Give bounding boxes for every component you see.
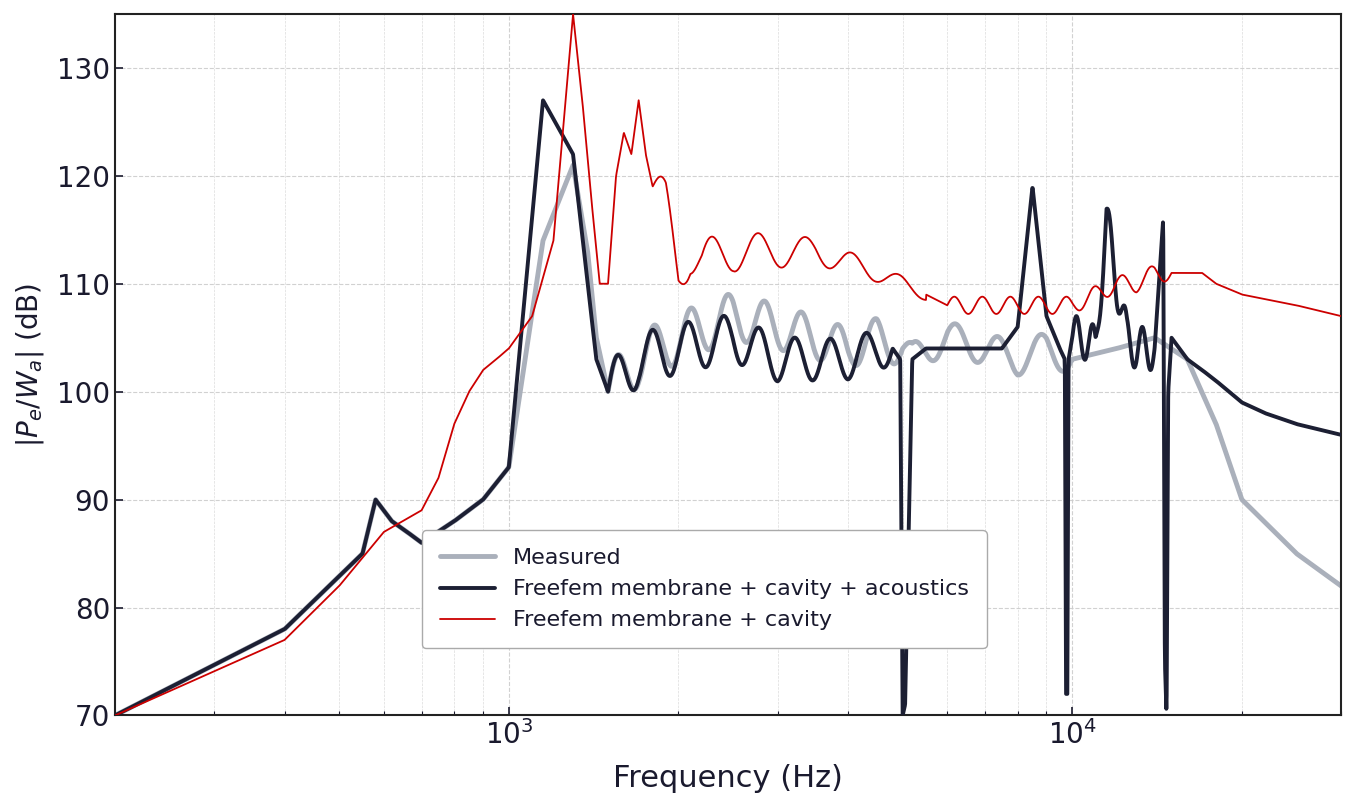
Measured — [690, 316, 706, 326]
Freefem membrane + cavity — [1295, 302, 1312, 312]
Freefem membrane + cavity — [997, 295, 1014, 305]
Legend: Measured, Freefem membrane + cavity + acoustics, Freefem membrane + cavity: Measured, Freefem membrane + cavity + ac… — [421, 530, 986, 648]
Measured — [622, 379, 638, 389]
Measured — [997, 345, 1014, 354]
Freefem membrane + cavity — [690, 259, 706, 269]
Freefem membrane + cavity — [1234, 290, 1251, 299]
Measured — [1333, 581, 1350, 591]
Freefem membrane + cavity — [1333, 312, 1350, 321]
Freefem membrane + cavity + acoustics — [107, 711, 123, 721]
Measured — [1295, 554, 1312, 563]
Freefem membrane + cavity — [622, 147, 638, 157]
Freefem membrane + cavity + acoustics — [997, 338, 1014, 348]
Freefem membrane + cavity + acoustics — [690, 344, 706, 353]
Freefem membrane + cavity + acoustics — [1234, 398, 1251, 408]
X-axis label: Frequency (Hz): Frequency (Hz) — [612, 764, 843, 793]
Freefem membrane + cavity — [631, 107, 648, 117]
Measured — [631, 372, 648, 382]
Line: Measured: Measured — [115, 165, 1341, 716]
Freefem membrane + cavity + acoustics — [1295, 421, 1312, 431]
Freefem membrane + cavity — [107, 711, 123, 721]
Freefem membrane + cavity + acoustics — [631, 369, 648, 378]
Line: Freefem membrane + cavity: Freefem membrane + cavity — [115, 15, 1341, 716]
Freefem membrane + cavity — [565, 10, 581, 19]
Freefem membrane + cavity + acoustics — [622, 383, 638, 392]
Measured — [565, 161, 581, 170]
Line: Freefem membrane + cavity + acoustics: Freefem membrane + cavity + acoustics — [115, 100, 1341, 716]
Freefem membrane + cavity + acoustics — [535, 95, 551, 105]
Measured — [1234, 495, 1251, 505]
Freefem membrane + cavity + acoustics — [1333, 430, 1350, 440]
Y-axis label: $|P_e/W_a|$ (dB): $|P_e/W_a|$ (dB) — [14, 282, 46, 447]
Measured — [107, 711, 123, 721]
